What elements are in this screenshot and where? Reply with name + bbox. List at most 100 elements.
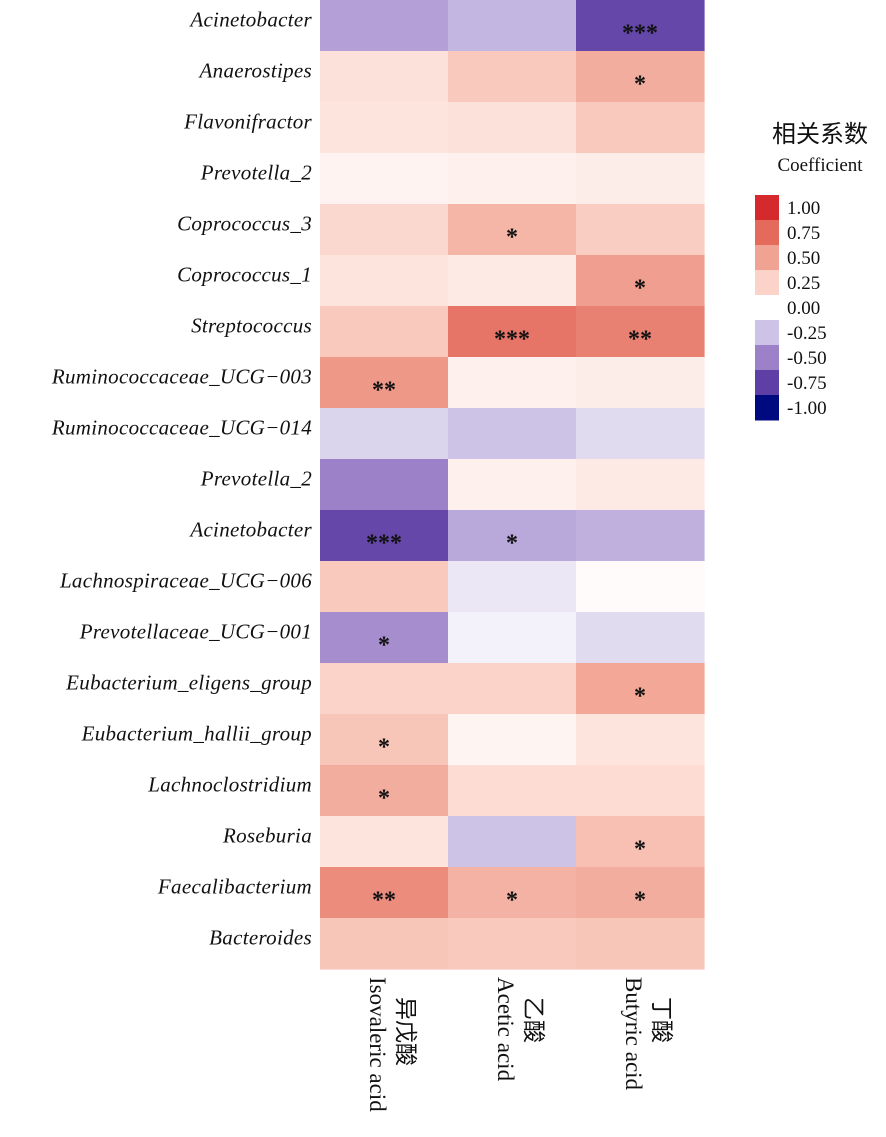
color-legend: 相关系数 Coefficient 1.00 0.75 0.50 0.25 0.00 -0.25… bbox=[755, 121, 868, 421]
heatmap-cell bbox=[576, 459, 705, 511]
heatmap-cell bbox=[320, 204, 449, 256]
legend-swatch bbox=[755, 245, 779, 271]
legend-tick-label: 0.25 bbox=[787, 273, 820, 294]
legend-tick-label: -0.25 bbox=[787, 323, 827, 344]
significance-marker: * bbox=[506, 225, 518, 251]
legend-tick-label: 0.50 bbox=[787, 248, 820, 269]
heatmap-cell bbox=[576, 663, 705, 715]
row-label: Acinetobacter bbox=[188, 518, 312, 542]
heatmap-cell bbox=[320, 51, 449, 103]
row-label: Coprococcus_3 bbox=[177, 212, 312, 236]
row-label: Roseburia bbox=[222, 824, 312, 848]
legend-swatch bbox=[755, 270, 779, 296]
heatmap-cell bbox=[320, 306, 449, 358]
heatmap-cell bbox=[320, 102, 449, 154]
heatmap-cell bbox=[320, 255, 449, 307]
legend-tick-label: 0.75 bbox=[787, 223, 820, 244]
heatmap-cell bbox=[448, 867, 577, 919]
legend-title: 相关系数 bbox=[772, 121, 868, 148]
heatmap-cell bbox=[320, 714, 449, 766]
heatmap-cell bbox=[320, 408, 449, 460]
column-label-zh: 异戊酸 bbox=[393, 997, 418, 1066]
row-label: Faecalibacterium bbox=[157, 875, 312, 899]
row-label: Prevotella_2 bbox=[200, 467, 312, 491]
heatmap-cell bbox=[448, 561, 577, 613]
significance-marker: ** bbox=[628, 327, 652, 353]
legend-swatch bbox=[755, 295, 779, 321]
heatmap-cell bbox=[576, 765, 705, 817]
heatmap-cell bbox=[576, 408, 705, 460]
legend-swatch bbox=[755, 195, 779, 221]
legend-swatch bbox=[755, 320, 779, 346]
row-label: Coprococcus_1 bbox=[177, 263, 312, 287]
heatmap-cell bbox=[576, 255, 705, 307]
heatmap-cell bbox=[576, 306, 705, 358]
significance-marker: * bbox=[506, 888, 518, 914]
heatmap-cells bbox=[320, 0, 705, 970]
row-label: Flavonifractor bbox=[183, 110, 312, 134]
significance-marker: ** bbox=[372, 378, 396, 404]
row-labels: Acinetobacter Anaerostipes Flavonifractor P… bbox=[51, 8, 312, 950]
significance-marker: * bbox=[634, 684, 646, 710]
row-label: Eubacterium_hallii_group bbox=[81, 722, 312, 746]
row-label: Eubacterium_eligens_group bbox=[65, 671, 312, 695]
heatmap-cell bbox=[448, 459, 577, 511]
heatmap-cell bbox=[320, 918, 449, 970]
significance-marker: *** bbox=[494, 327, 530, 353]
row-label: Ruminococcaceae_UCG−003 bbox=[51, 365, 312, 389]
heatmap-cell bbox=[448, 765, 577, 817]
row-label: Anaerostipes bbox=[198, 59, 312, 83]
legend-tick-label: 0.00 bbox=[787, 298, 820, 319]
heatmap-cell bbox=[320, 612, 449, 664]
heatmap-cell bbox=[576, 867, 705, 919]
row-label: Prevotellaceae_UCG−001 bbox=[79, 620, 312, 644]
heatmap-cell bbox=[448, 408, 577, 460]
heatmap-cell bbox=[576, 561, 705, 613]
legend-swatch bbox=[755, 395, 779, 421]
legend-tick-label: -0.50 bbox=[787, 348, 827, 369]
heatmap-cell bbox=[448, 918, 577, 970]
heatmap-cell bbox=[576, 357, 705, 409]
heatmap-cell bbox=[576, 510, 705, 562]
row-label: Bacteroides bbox=[209, 926, 312, 950]
column-label-zh: 丁酸 bbox=[649, 997, 674, 1043]
significance-marker: * bbox=[634, 72, 646, 98]
heatmap-cell bbox=[448, 0, 577, 52]
heatmap-cell bbox=[320, 561, 449, 613]
legend-swatch bbox=[755, 220, 779, 246]
heatmap-cell bbox=[576, 0, 705, 52]
column-label-en: Butyric acid bbox=[621, 977, 646, 1091]
heatmap-cell bbox=[320, 0, 449, 52]
significance-marker: * bbox=[634, 276, 646, 302]
heatmap-cell bbox=[320, 459, 449, 511]
significance-marker: * bbox=[378, 735, 390, 761]
heatmap-cell bbox=[320, 357, 449, 409]
row-label: Lachnospiraceae_UCG−006 bbox=[59, 569, 312, 593]
heatmap-cell bbox=[448, 816, 577, 868]
significance-markers: ********* ******* ******** * * bbox=[366, 21, 658, 914]
column-labels: Isovaleric acid 异戊酸 Acetic acid 乙酸 Butyric a… bbox=[365, 977, 674, 1112]
heatmap-cell bbox=[448, 51, 577, 103]
heatmap-cell bbox=[448, 714, 577, 766]
row-label: Acinetobacter bbox=[188, 8, 312, 32]
heatmap-cell bbox=[448, 153, 577, 205]
significance-marker: * bbox=[634, 837, 646, 863]
heatmap-cell bbox=[576, 102, 705, 154]
heatmap-cell bbox=[576, 816, 705, 868]
heatmap-cell bbox=[448, 255, 577, 307]
significance-marker: * bbox=[378, 786, 390, 812]
heatmap-cell bbox=[448, 204, 577, 256]
row-label: Lachnoclostridium bbox=[147, 773, 312, 797]
row-label: Ruminococcaceae_UCG−014 bbox=[51, 416, 312, 440]
heatmap-cell bbox=[576, 612, 705, 664]
heatmap-cell bbox=[576, 714, 705, 766]
heatmap-cell bbox=[448, 510, 577, 562]
column-label-zh: 乙酸 bbox=[521, 997, 546, 1043]
column-label-en: Acetic acid bbox=[493, 977, 518, 1082]
heatmap-cell bbox=[320, 765, 449, 817]
legend-swatch bbox=[755, 345, 779, 371]
heatmap-cell bbox=[320, 816, 449, 868]
row-label: Prevotella_2 bbox=[200, 161, 312, 185]
heatmap-cell bbox=[320, 663, 449, 715]
